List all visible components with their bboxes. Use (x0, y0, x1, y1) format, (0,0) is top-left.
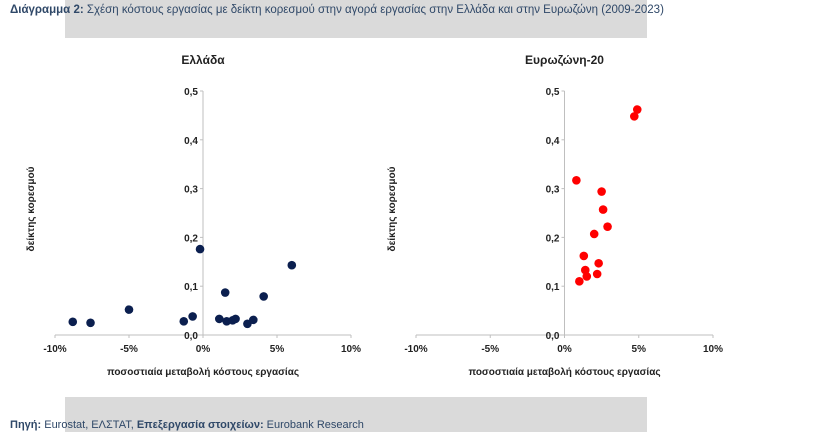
eurozone-y-tick-label: 0,2 (546, 233, 560, 244)
eurozone-x-tick-label: -5% (481, 344, 499, 355)
eurozone-data-point (603, 222, 612, 231)
greece-data-point (179, 317, 189, 326)
eurozone-data-point (594, 258, 603, 268)
eurozone-y-axis-title: δείκτης κορεσμού (387, 166, 398, 251)
processing-text: Eurobank Research (263, 419, 364, 431)
eurozone-x-tick-label: 0% (557, 344, 572, 355)
greece-x-tick-label: -5% (120, 344, 138, 355)
eurozone-data-point (592, 269, 602, 279)
footer-band (65, 397, 647, 432)
eurozone-data-point (589, 229, 599, 239)
greece-chart-title: Ελλάδα (181, 53, 225, 67)
eurozone-y-tick-label: 0,4 (546, 136, 560, 147)
eurozone-x-tick-label: 5% (632, 344, 647, 355)
eurozone-data-point (579, 251, 589, 261)
greece-data-point (86, 318, 95, 328)
greece-x-tick-label: 5% (270, 344, 285, 355)
greece-data-point (249, 315, 258, 325)
eurozone-data-point (629, 112, 639, 121)
eurozone-data-point (582, 272, 592, 281)
eurozone-x-tick-label: 10% (703, 344, 723, 355)
greece-y-tick-label: 0,1 (184, 282, 198, 293)
eurozone-y-tick-label: 0,3 (546, 185, 560, 196)
greece-x-tick-label: 0% (196, 344, 211, 355)
processing-label: Επεξεργασία στοιχείων: (136, 419, 264, 431)
eurozone-y-tick-label: 0,1 (546, 282, 560, 293)
source-note: Πηγή: Eurostat, ΕΛΣΤΑΤ, Επεξεργασία στοι… (10, 419, 364, 431)
caption-text: Σχέση κόστους εργασίας με δείκτη κορεσμο… (83, 4, 664, 16)
eurozone-y-tick-label: 0,0 (546, 331, 560, 342)
greece-data-point (259, 292, 268, 301)
chart-panel: 0,0 0,1 0,2 0,3 0,4 0,5 -10% -5% 0% 5% 10% Ελλάδα πο… (10, 38, 822, 393)
greece-data-point (220, 288, 230, 297)
greece-data-point (195, 244, 205, 254)
figure-caption: Διάγραμμα 2: Σχέση κόστους εργασίας με δ… (10, 4, 664, 16)
eurozone-data-point (575, 277, 584, 286)
eurozone-x-tick-label: -10% (404, 344, 427, 355)
greece-data-point (68, 317, 78, 327)
greece-data-point (188, 312, 197, 321)
greece-data-point (231, 314, 240, 324)
greece-data-point (287, 260, 297, 270)
eurozone-data-point (597, 187, 606, 196)
greece-y-tick-label: 0,3 (184, 185, 198, 196)
source-label: Πηγή: (10, 419, 42, 431)
greece-data-point (214, 314, 224, 324)
header-band (65, 0, 647, 41)
greece-x-tick-label: -10% (43, 344, 66, 355)
greece-x-tick-label: 10% (341, 344, 361, 355)
eurozone-data-point (572, 176, 581, 185)
greece-y-tick-label: 0,4 (184, 136, 198, 147)
greece-y-tick-label: 0,2 (184, 233, 198, 244)
eurozone-x-axis-title: ποσοστιαία μεταβολή κόστους εργασίας (468, 367, 660, 378)
source-text: Eurostat, ΕΛΣΤΑΤ, (41, 419, 137, 431)
eurozone-y-tick-label: 0,5 (546, 87, 560, 98)
greece-y-tick-label: 0,0 (184, 331, 198, 342)
eurozone-data-point (598, 205, 608, 214)
eurozone-chart-title: Ευρωζώνη-20 (525, 53, 604, 67)
greece-data-point (124, 305, 134, 314)
greece-x-axis-title: ποσοστιαία μεταβολή κόστους εργασίας (107, 367, 299, 378)
greece-y-axis-title: δείκτης κορεσμού (26, 166, 37, 251)
caption-label: Διάγραμμα 2: (10, 4, 84, 16)
charts-svg: 0,0 0,1 0,2 0,3 0,4 0,5 -10% -5% 0% 5% 10% Ελλάδα πο… (26, 53, 723, 378)
eurozone-data-point (632, 105, 642, 114)
greece-y-tick-label: 0,5 (184, 87, 198, 98)
